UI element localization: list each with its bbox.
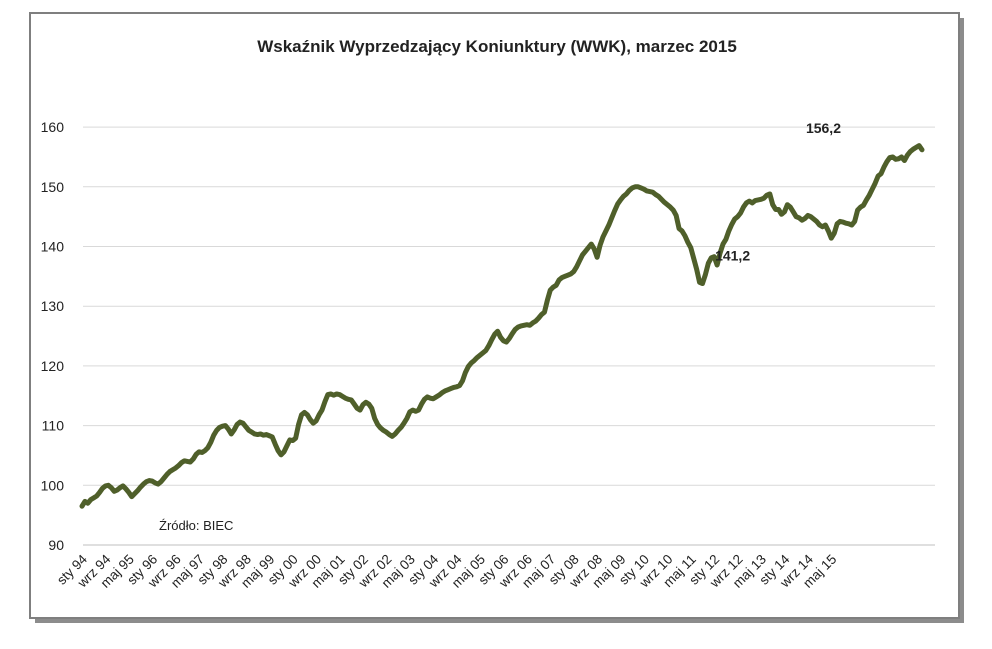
y-tick-label: 150 (41, 179, 65, 195)
annotation-local-min: 141,2 (715, 247, 750, 263)
y-tick-label: 110 (42, 418, 65, 434)
y-tick-label: 90 (48, 537, 64, 553)
y-tick-label: 130 (41, 298, 65, 314)
y-tick-label: 100 (41, 477, 65, 493)
annotation-last-value: 156,2 (806, 120, 841, 136)
series-line-wwk (79, 143, 925, 509)
chart-title: Wskaźnik Wyprzedzający Koniunktury (WWK)… (257, 37, 737, 56)
frame-border (29, 12, 960, 619)
source-note: Źródło: BIEC (159, 518, 233, 533)
y-tick-label: 160 (41, 119, 65, 135)
y-tick-label: 120 (41, 358, 65, 374)
y-tick-label: 140 (41, 239, 65, 255)
y-axis-ticks: 90 100 110 120 130 140 150 160 (41, 119, 65, 553)
